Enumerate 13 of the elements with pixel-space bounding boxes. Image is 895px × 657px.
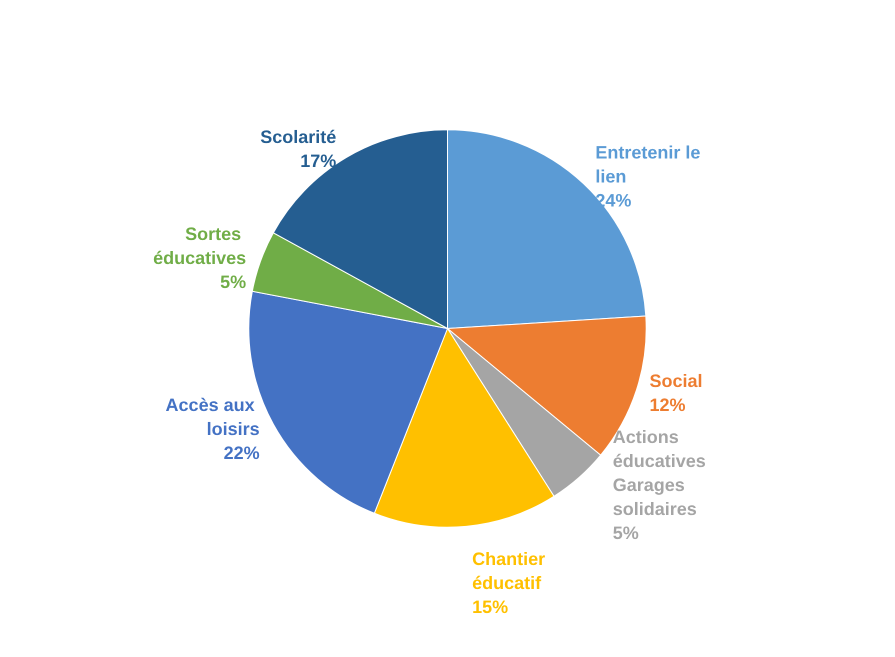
data-label: 22% (224, 443, 260, 464)
slice-label: Social (649, 370, 703, 391)
slice-label: Entretenir le lien (595, 142, 706, 186)
data-label: 17% (300, 150, 336, 171)
data-label: 15% (472, 597, 508, 618)
slice-label: Accès aux loisirs (166, 395, 260, 440)
data-label: 12% (649, 394, 686, 415)
data-label: 5% (612, 523, 639, 544)
slice-label: Actions éducatives Garages solidaires (612, 427, 711, 520)
slice-label: Scolarité (260, 126, 336, 147)
data-label: 5% (220, 272, 246, 292)
slice-label: Sortes éducatives (153, 224, 246, 268)
slice-label: Chantier éducatif (472, 549, 550, 594)
